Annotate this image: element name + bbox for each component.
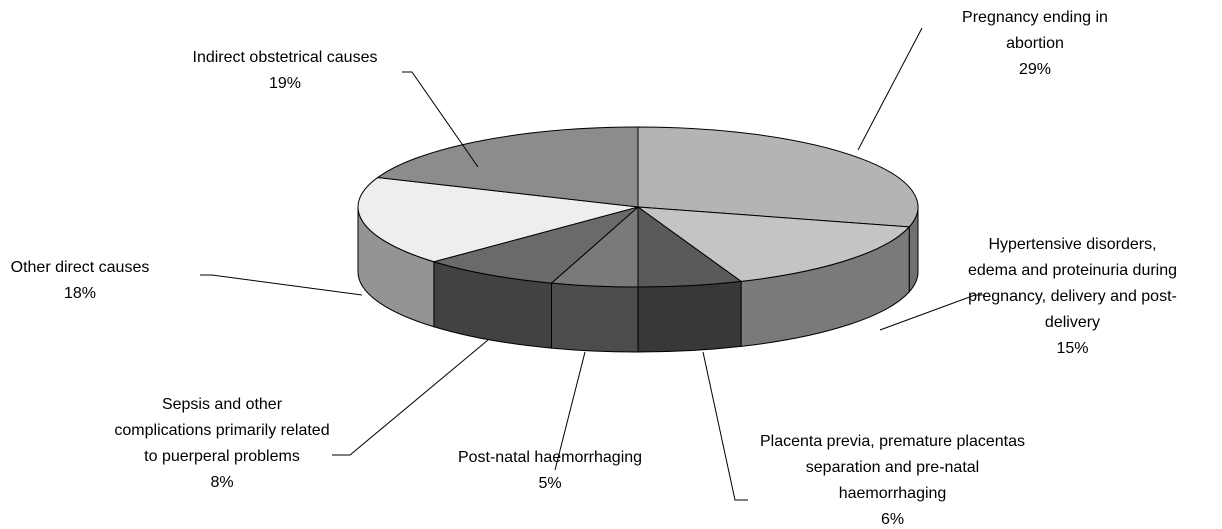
leader-line (702, 351, 748, 501)
leader-line (200, 274, 363, 296)
slice-label: Pregnancy ending in abortion 29% (935, 5, 1135, 83)
leader-line (332, 339, 489, 456)
slice-label: Sepsis and other complications primarily… (112, 392, 332, 496)
slice-label: Other direct causes 18% (0, 255, 160, 307)
slice (432, 206, 639, 284)
value-label: 6% (880, 511, 905, 528)
slice (636, 206, 911, 282)
slice-label: Post-natal haemorrhaging 5% (425, 445, 675, 497)
slice (637, 126, 919, 228)
value-label: 8% (210, 474, 234, 491)
leader-line (402, 71, 479, 168)
value-label: 29% (1018, 61, 1052, 78)
category-name: Placenta previa, premature placentas sep… (759, 433, 1026, 502)
slice-label: Indirect obstetrical causes 19% (155, 45, 415, 97)
value-label: 18% (63, 285, 97, 302)
leader-line (879, 294, 985, 331)
category-name: Post-natal haemorrhaging (457, 449, 643, 466)
category-name: Sepsis and other complications primarily… (114, 396, 330, 465)
slice-label: Placenta previa, premature placentas sep… (750, 429, 1035, 529)
leader-line (857, 27, 923, 151)
value-label: 19% (268, 75, 302, 92)
slice-side (637, 280, 742, 353)
slice-side (550, 282, 639, 353)
category-name: Pregnancy ending in abortion (962, 9, 1108, 52)
category-name: Other direct causes (10, 259, 150, 276)
slice (357, 177, 639, 263)
value-label: 15% (1056, 340, 1089, 357)
category-name: Hypertensive disorders, edema and protei… (967, 236, 1178, 331)
category-name: Indirect obstetrical causes (192, 49, 378, 66)
value-label: 5% (538, 475, 562, 492)
leader-line (554, 351, 586, 471)
slice-label: Hypertensive disorders, edema and protei… (965, 232, 1180, 362)
slice (376, 126, 639, 208)
